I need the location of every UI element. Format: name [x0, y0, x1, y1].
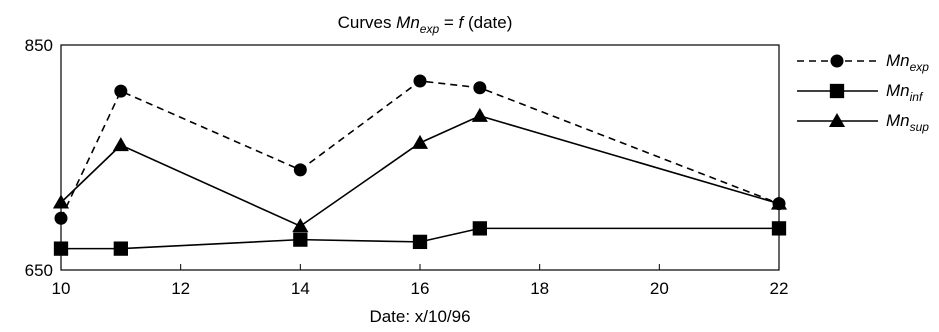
series-layer: [52, 74, 788, 256]
legend-item-inf: Mninf: [797, 81, 924, 104]
x-tick-label: 10: [52, 279, 71, 298]
legend-label-subscript: inf: [910, 90, 924, 104]
legend-label-inf: Mninf: [886, 81, 924, 104]
data-point-exp: [413, 74, 427, 88]
legend-label-exp: Mnexp: [886, 51, 929, 74]
legend-label-main: Mn: [886, 111, 910, 130]
data-point-exp: [114, 84, 128, 98]
x-tick-label: 14: [291, 279, 310, 298]
legend-item-sup: Mnsup: [797, 111, 929, 134]
data-point-exp: [473, 81, 487, 95]
series-line-inf: [61, 227, 779, 250]
x-axis-label: Date: x/10/96: [369, 307, 470, 326]
legend-item-exp: Mnexp: [797, 51, 929, 74]
data-point-sup: [112, 137, 129, 152]
data-point-inf: [771, 221, 787, 236]
legend-marker-sup: [828, 112, 846, 128]
data-point-sup: [292, 218, 309, 233]
legend-label-subscript: sup: [910, 120, 930, 134]
data-point-sup: [770, 195, 788, 210]
chart-title: Curves Mnexp = f (date): [338, 13, 513, 36]
chart-title-variable: Mn: [396, 13, 420, 32]
chart-title-subscript: exp: [420, 22, 440, 36]
legend-label-sup: Mnsup: [886, 111, 929, 134]
x-tick-label: 20: [650, 279, 669, 298]
x-tick-label: 18: [530, 279, 549, 298]
series-sup: [52, 107, 788, 233]
y-tick-label: 650: [25, 261, 53, 280]
y-tick-label: 850: [25, 36, 53, 55]
data-point-inf: [472, 221, 487, 236]
data-point-sup: [411, 134, 429, 149]
data-point-inf: [113, 241, 128, 256]
legend-label-main: Mn: [886, 51, 910, 70]
chart-title-prefix: Curves: [338, 13, 397, 32]
series-line-exp: [60, 80, 780, 219]
data-point-inf: [293, 232, 308, 247]
legend-marker-exp: [830, 54, 844, 68]
x-tick-label: 22: [770, 279, 789, 298]
series-line-sup: [60, 115, 780, 228]
chart-title-argument: (date): [463, 13, 512, 32]
chart-title-equals: =: [439, 13, 458, 32]
svg-text:Curves Mnexp = f (date): Curves Mnexp = f (date): [338, 13, 513, 36]
data-point-exp: [293, 163, 307, 177]
legend-marker-inf: [829, 83, 845, 99]
data-point-sup: [471, 107, 488, 122]
data-point-inf: [53, 241, 69, 256]
x-tick-label: 12: [171, 279, 190, 298]
data-point-sup: [52, 194, 70, 209]
series-inf: [53, 221, 787, 256]
data-point-inf: [412, 234, 428, 250]
x-tick-label: 16: [411, 279, 430, 298]
data-point-exp: [54, 211, 68, 225]
series-exp: [54, 74, 786, 225]
chart-title-function: f: [459, 13, 466, 32]
legend-label-main: Mn: [886, 81, 910, 100]
axes: 10 12 14 16 18 20 22 650 850: [25, 36, 789, 298]
legend-label-subscript: exp: [910, 60, 930, 74]
